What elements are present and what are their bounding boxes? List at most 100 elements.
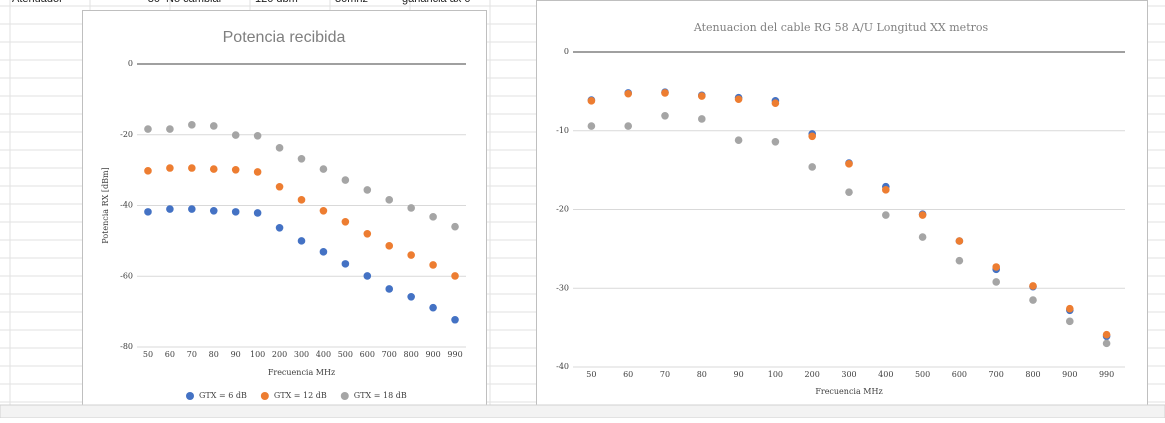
- cell: 30mhz: [335, 0, 368, 5]
- point: [275, 144, 284, 152]
- point: [253, 132, 262, 140]
- x-tick-label: 300: [841, 370, 856, 379]
- point: [319, 207, 328, 215]
- point: [882, 211, 890, 219]
- point: [429, 261, 437, 269]
- point: [275, 223, 284, 232]
- point: [297, 155, 306, 163]
- point: [363, 186, 372, 194]
- x-tick-label: 60: [165, 350, 175, 359]
- x-tick-label: 100: [768, 370, 783, 379]
- x-tick-label: 500: [338, 350, 353, 359]
- point: [363, 272, 372, 280]
- x-axis-label: Frecuencia MHz: [815, 387, 882, 396]
- x-tick-label: 700: [989, 370, 1004, 379]
- point: [1102, 330, 1111, 339]
- point: [808, 163, 816, 171]
- point: [166, 125, 174, 133]
- point: [808, 132, 816, 141]
- point: [845, 188, 853, 196]
- point: [231, 208, 240, 216]
- point: [385, 196, 394, 204]
- point: [341, 176, 350, 184]
- point: [918, 233, 927, 241]
- chart-frame: [536, 0, 1148, 411]
- x-tick-label: 990: [1099, 370, 1114, 379]
- point: [1029, 282, 1037, 290]
- x-tick-label: 900: [1062, 370, 1077, 379]
- cell: 30: [148, 0, 160, 5]
- x-tick-label: 100: [250, 350, 265, 359]
- cell: No cambiar: [166, 0, 223, 5]
- point: [209, 165, 218, 173]
- point: [188, 121, 196, 129]
- y-tick-label: 0: [128, 59, 133, 68]
- point: [698, 92, 706, 100]
- point: [771, 137, 780, 146]
- point: [451, 315, 459, 324]
- cell: Atenuador: [12, 0, 63, 5]
- point: [587, 122, 596, 130]
- point: [882, 186, 890, 194]
- x-axis-label: Frecuencia MHz: [268, 368, 335, 377]
- point: [363, 230, 372, 238]
- point: [1066, 317, 1074, 326]
- point: [992, 278, 1000, 286]
- point: [144, 208, 152, 216]
- x-tick-label: 60: [623, 370, 633, 379]
- point: [698, 115, 706, 123]
- point: [734, 95, 743, 104]
- point: [1066, 304, 1074, 313]
- x-tick-label: 800: [1025, 370, 1040, 379]
- point: [231, 165, 240, 174]
- point: [451, 222, 459, 231]
- status-bar: [0, 404, 1165, 419]
- point: [734, 136, 743, 144]
- cell: 120 dbm: [255, 0, 298, 5]
- x-tick-label: 50: [586, 370, 596, 379]
- point: [188, 205, 196, 213]
- point: [385, 242, 394, 250]
- legend-label: GTX = 6 dB: [199, 391, 247, 400]
- point: [1029, 296, 1037, 304]
- point: [166, 164, 174, 172]
- point: [429, 303, 437, 312]
- point: [209, 207, 218, 215]
- x-tick-label: 600: [360, 350, 375, 359]
- point: [341, 260, 350, 268]
- point: [407, 251, 415, 259]
- point: [407, 204, 415, 212]
- x-tick-label: 70: [187, 350, 197, 359]
- legend-marker: [340, 392, 349, 400]
- legend-marker: [260, 392, 269, 400]
- legend-marker: [186, 392, 194, 400]
- point: [209, 122, 218, 130]
- point: [587, 97, 596, 105]
- point: [771, 99, 780, 107]
- point: [275, 182, 284, 191]
- point: [955, 256, 964, 265]
- x-tick-label: 80: [209, 350, 219, 359]
- x-tick-label: 700: [382, 350, 397, 359]
- point: [992, 263, 1000, 271]
- x-tick-label: 90: [734, 370, 744, 379]
- point: [1102, 339, 1111, 348]
- point: [451, 272, 459, 280]
- point: [253, 168, 262, 176]
- y-tick-label: -10: [556, 126, 569, 135]
- x-tick-label: 70: [660, 370, 670, 379]
- point: [297, 237, 306, 245]
- point: [624, 89, 632, 98]
- point: [918, 211, 927, 219]
- point: [253, 209, 262, 217]
- point: [407, 292, 415, 301]
- x-tick-label: 400: [316, 350, 331, 359]
- y-tick-label: 0: [564, 47, 569, 56]
- point: [144, 167, 152, 175]
- x-tick-label: 900: [425, 350, 440, 359]
- point: [955, 237, 964, 245]
- x-tick-label: 300: [294, 350, 309, 359]
- y-axis-label: Potencia RX [dBm]: [101, 167, 110, 243]
